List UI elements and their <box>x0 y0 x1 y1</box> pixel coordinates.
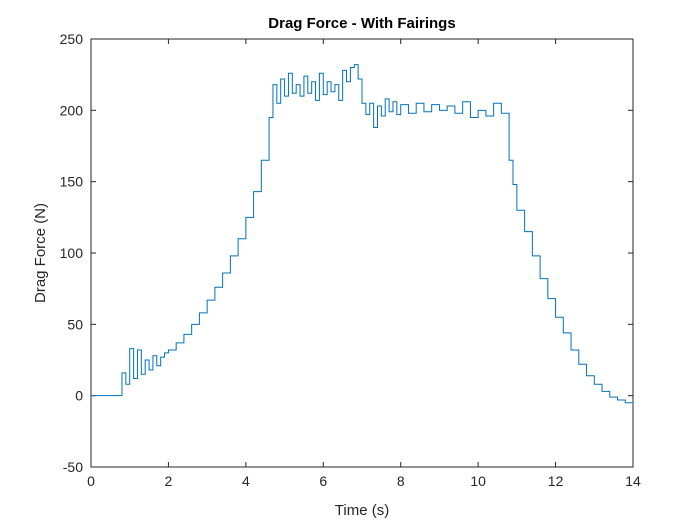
axis-ticks <box>90 38 634 468</box>
x-tick-label: 4 <box>242 473 250 489</box>
y-tick-label: 0 <box>75 388 83 404</box>
plot-area <box>90 38 634 468</box>
chart-title: Drag Force - With Fairings <box>268 15 455 32</box>
y-tick-label: 50 <box>67 316 83 332</box>
y-tick-label: 100 <box>60 245 84 261</box>
y-tick-label: 200 <box>60 102 84 118</box>
x-tick-label: 8 <box>397 473 405 489</box>
x-tick-label: 6 <box>319 473 327 489</box>
x-axis-label: Time (s) <box>335 502 389 519</box>
y-tick-label: 250 <box>60 31 84 47</box>
x-tick-label: 10 <box>470 473 486 489</box>
x-tick-label: 12 <box>548 473 564 489</box>
y-tick-label: 150 <box>60 174 84 190</box>
series-line-0 <box>91 64 634 405</box>
x-tick-label: 0 <box>87 473 95 489</box>
plot-lines <box>91 64 634 405</box>
x-tick-label: 14 <box>625 473 641 489</box>
y-tick-label: -50 <box>63 459 83 475</box>
y-axis-label: Drag Force (N) <box>32 203 49 303</box>
x-tick-label: 2 <box>165 473 173 489</box>
